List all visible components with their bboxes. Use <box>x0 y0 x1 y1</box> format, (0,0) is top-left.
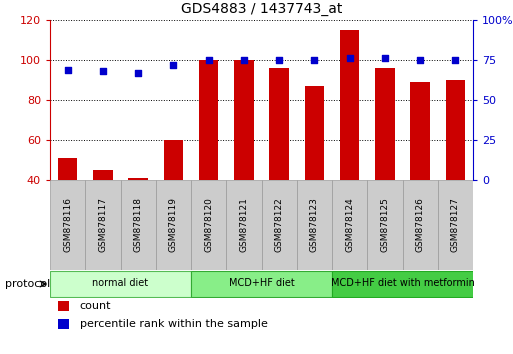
Bar <box>234 60 253 260</box>
Text: GSM878124: GSM878124 <box>345 198 354 252</box>
Bar <box>50 180 85 270</box>
Text: percentile rank within the sample: percentile rank within the sample <box>80 319 267 329</box>
Text: normal diet: normal diet <box>92 279 149 289</box>
Bar <box>269 68 289 260</box>
Bar <box>297 180 332 270</box>
Point <box>134 70 142 76</box>
Point <box>169 62 177 68</box>
Point <box>416 57 424 63</box>
Bar <box>58 319 69 329</box>
Bar <box>164 140 183 260</box>
Bar <box>58 158 77 260</box>
Bar <box>93 170 112 260</box>
Text: GSM878125: GSM878125 <box>380 198 389 252</box>
Bar <box>199 60 219 260</box>
Bar <box>446 80 465 260</box>
Bar <box>58 301 69 310</box>
Text: count: count <box>80 301 111 310</box>
Text: MCD+HF diet: MCD+HF diet <box>229 279 294 289</box>
Bar <box>262 180 297 270</box>
Bar <box>50 272 191 297</box>
Bar <box>305 86 324 260</box>
Bar <box>375 68 394 260</box>
Bar <box>191 272 332 297</box>
Text: GSM878121: GSM878121 <box>240 198 248 252</box>
Text: GSM878120: GSM878120 <box>204 198 213 252</box>
Text: GSM878126: GSM878126 <box>416 198 425 252</box>
Text: GSM878123: GSM878123 <box>310 198 319 252</box>
Text: GSM878127: GSM878127 <box>451 198 460 252</box>
Bar <box>332 272 473 297</box>
Bar <box>85 180 121 270</box>
Bar <box>191 180 226 270</box>
Bar <box>340 30 359 260</box>
Point <box>310 57 319 63</box>
Bar <box>128 178 148 260</box>
Point <box>451 57 460 63</box>
Bar <box>410 82 430 260</box>
Text: GSM878119: GSM878119 <box>169 198 178 252</box>
Point <box>275 57 283 63</box>
Text: protocol: protocol <box>5 279 50 289</box>
Title: GDS4883 / 1437743_at: GDS4883 / 1437743_at <box>181 2 342 16</box>
Point <box>99 68 107 74</box>
Bar <box>226 180 262 270</box>
Text: GSM878122: GSM878122 <box>274 198 284 252</box>
Bar <box>156 180 191 270</box>
Text: MCD+HF diet with metformin: MCD+HF diet with metformin <box>330 279 475 289</box>
Point <box>240 57 248 63</box>
Bar <box>403 180 438 270</box>
Point <box>381 56 389 61</box>
Bar <box>438 180 473 270</box>
Point <box>205 57 213 63</box>
Bar <box>332 180 367 270</box>
Bar <box>121 180 156 270</box>
Point <box>64 67 72 73</box>
Text: GSM878117: GSM878117 <box>98 198 107 252</box>
Text: GSM878118: GSM878118 <box>133 198 143 252</box>
Text: GSM878116: GSM878116 <box>63 198 72 252</box>
Point <box>346 56 354 61</box>
Bar <box>367 180 403 270</box>
